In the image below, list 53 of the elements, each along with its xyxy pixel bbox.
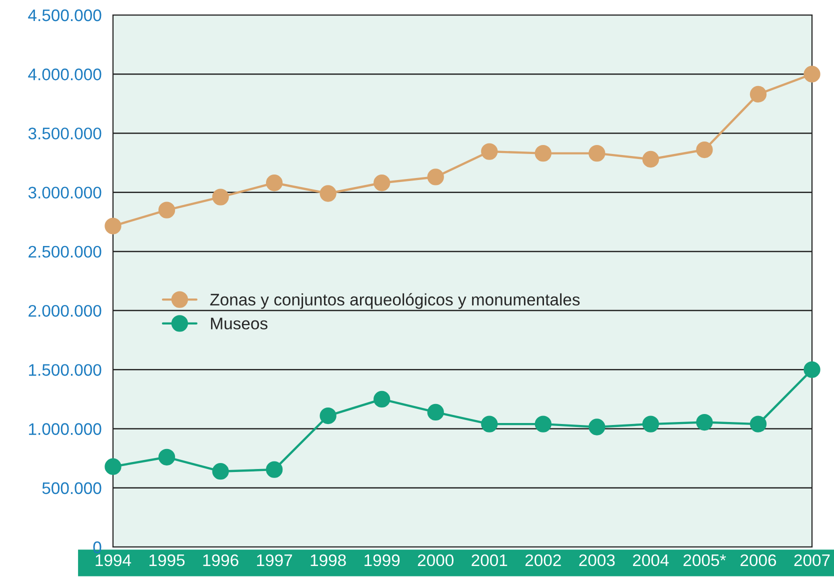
point bbox=[750, 86, 767, 103]
x-tick-label: 1996 bbox=[203, 554, 238, 566]
y-tick-label: 3.500.000 bbox=[28, 128, 102, 140]
x-tick-label: 2002 bbox=[525, 554, 561, 566]
point bbox=[374, 390, 390, 408]
point bbox=[427, 168, 444, 186]
x-tick-label: 2001 bbox=[472, 554, 508, 566]
point bbox=[642, 150, 660, 168]
y-tick-label: 3.000.000 bbox=[28, 186, 102, 199]
point bbox=[481, 416, 498, 432]
x-tick-label: 1995 bbox=[150, 554, 185, 566]
point bbox=[534, 416, 552, 432]
y-tick-label: 4.500.000 bbox=[28, 9, 102, 22]
point bbox=[266, 461, 283, 478]
point bbox=[750, 416, 767, 432]
x-tick-label: 2007 bbox=[794, 554, 830, 566]
point bbox=[320, 185, 336, 202]
point bbox=[212, 463, 229, 480]
point bbox=[320, 407, 336, 424]
x-tick-label: 2000 bbox=[418, 554, 454, 566]
point bbox=[642, 416, 660, 432]
y-tick-label: 2.500.000 bbox=[28, 246, 102, 258]
point bbox=[588, 418, 606, 436]
y-tick-label: 2.000.000 bbox=[28, 304, 102, 317]
point bbox=[427, 404, 444, 421]
x-tick-label: 1994 bbox=[96, 554, 132, 566]
legend-label: Museos bbox=[211, 318, 268, 330]
y-tick-label: 4.000.000 bbox=[28, 68, 102, 80]
point bbox=[804, 66, 820, 82]
y-tick-label: 1.500.000 bbox=[29, 364, 102, 376]
point bbox=[104, 218, 122, 234]
point bbox=[266, 174, 283, 192]
point bbox=[696, 141, 713, 158]
point bbox=[374, 174, 390, 192]
legend-label: Zonas y conjuntos arqueológicos y monumentales bbox=[210, 293, 580, 309]
x-tick-label: 1999 bbox=[364, 554, 400, 566]
point bbox=[804, 361, 820, 378]
x-tick-label: 2006 bbox=[740, 554, 776, 566]
y-tick-label: 500.000 bbox=[42, 482, 102, 494]
point bbox=[104, 458, 122, 475]
point bbox=[534, 144, 552, 162]
x-tick-label: 2003 bbox=[579, 554, 615, 566]
point bbox=[212, 188, 229, 206]
point bbox=[588, 144, 606, 162]
x-tick-label: 1997 bbox=[257, 554, 292, 566]
x-tick-label: 2004 bbox=[632, 554, 669, 566]
point bbox=[481, 143, 498, 160]
point bbox=[696, 414, 713, 431]
point bbox=[158, 202, 176, 218]
x-tick-label: 2005* bbox=[684, 554, 726, 566]
y-tick-label: 1.000.000 bbox=[29, 423, 102, 435]
x-tick-label: 1998 bbox=[310, 554, 346, 566]
point bbox=[158, 448, 176, 466]
